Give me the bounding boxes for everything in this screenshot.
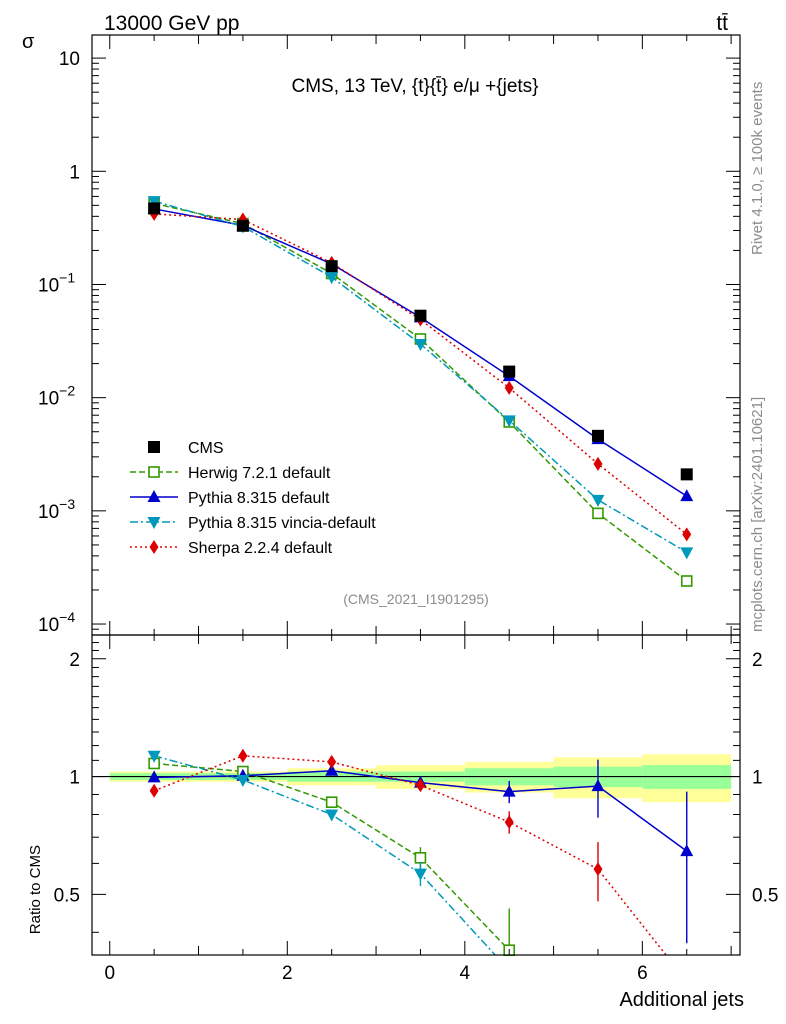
series-point [413, 338, 427, 351]
rivet-label: Rivet 4.1.0, ≥ 100k events [749, 82, 766, 255]
ratio-point [149, 783, 159, 798]
ratio-point [415, 778, 425, 793]
ratio-y-tick-label-right: 1 [752, 768, 763, 789]
legend-marker [149, 540, 159, 554]
data-point [148, 202, 161, 215]
data-point [591, 429, 604, 442]
analysis-id: (CMS_2021_I1901295) [343, 591, 489, 607]
y-tick-label: 10 [59, 49, 80, 70]
series-point [591, 494, 605, 507]
legend-marker [148, 466, 160, 478]
data-point [503, 365, 516, 378]
series-point [593, 456, 603, 471]
series-point [680, 547, 694, 560]
series-line [154, 213, 688, 535]
ratio-point [593, 862, 603, 877]
ratio-point [325, 763, 339, 776]
mcplots-label: mcplots.cern.ch [arXiv:2401.10621] [749, 397, 766, 632]
x-tick-label: 4 [460, 963, 471, 984]
ratio-point [680, 844, 694, 857]
ratio-point [413, 868, 427, 881]
y-axis-title-ratio: Ratio to CMS [27, 845, 44, 934]
series-point [680, 489, 694, 502]
ratio-point [147, 750, 161, 763]
ratio-point [504, 815, 514, 830]
ratio-line [154, 762, 515, 956]
ratio-point [502, 784, 516, 797]
axes: 0 2 4 6 10 1 10−1 10−2 10−3 10−4 2 2 1 1 0.5 0.5 [38, 34, 778, 984]
x-tick-label: 6 [637, 963, 648, 984]
ratio-y-tick-label-right: 2 [752, 650, 763, 671]
legend-label: Herwig 7.2.1 default [188, 465, 331, 482]
ratio-point [327, 754, 337, 769]
ratio-y-tick-label-right: 0.5 [752, 885, 778, 906]
ratio-point [236, 774, 250, 787]
ratio-point [325, 796, 338, 809]
energy-label: 13000 GeV pp [104, 12, 239, 35]
series-point [592, 507, 604, 520]
x-axis-title: Additional jets [619, 989, 744, 1011]
ratio-frame [91, 634, 741, 956]
data-point [325, 260, 338, 273]
x-tick-label: 0 [104, 963, 115, 984]
ratio-y-tick-label: 0.5 [54, 885, 80, 906]
ratio-y-tick-label: 2 [69, 650, 80, 671]
process-label: tt̄ [716, 12, 728, 35]
series-line [154, 208, 688, 497]
y-tick-label: 10−1 [38, 269, 75, 296]
legend-entry: Pythia 8.315 default [130, 490, 330, 507]
legend-entry: CMS [148, 440, 224, 457]
legend-label: Pythia 8.315 vincia-default [188, 515, 376, 532]
series-point [682, 527, 692, 542]
data-point [680, 468, 693, 481]
ratio-point [147, 770, 161, 783]
series-point [325, 272, 339, 285]
ratio-point [591, 779, 605, 792]
legend-marker [148, 441, 160, 453]
legend-marker [147, 517, 161, 529]
main-panel [147, 196, 694, 587]
data-point [236, 219, 249, 232]
legend-label: Pythia 8.315 default [188, 490, 330, 507]
legend-marker [147, 490, 161, 502]
legend-entry: Pythia 8.315 vincia-default [130, 515, 376, 532]
legend: CMS Herwig 7.2.1 default Pythia 8.315 defa… [130, 440, 376, 557]
plot-title: CMS, 13 TeV, {t}{t̄} e/μ +{jets} [291, 76, 538, 97]
series-point [680, 575, 693, 587]
ratio-point [238, 748, 248, 763]
ratio-y-tick-label: 1 [69, 768, 80, 789]
series-point [502, 415, 516, 428]
legend-entry: Herwig 7.2.1 default [130, 465, 331, 482]
legend-label: CMS [188, 440, 224, 457]
series-point [147, 196, 161, 209]
legend-entry: Sherpa 2.2.4 default [130, 540, 333, 557]
series-point [504, 380, 514, 395]
x-tick-label: 2 [282, 963, 293, 984]
y-tick-label: 10−2 [38, 383, 75, 410]
ratio-point [414, 852, 427, 864]
legend-label: Sherpa 2.2.4 default [188, 540, 333, 557]
y-tick-label: 10−4 [38, 609, 75, 636]
ratio-point [325, 809, 339, 822]
y-axis-title-main: σ [22, 31, 35, 53]
data-point [414, 309, 427, 322]
y-tick-label: 1 [69, 162, 80, 183]
ratio-panel [147, 748, 694, 957]
y-tick-label: 10−3 [38, 496, 75, 523]
